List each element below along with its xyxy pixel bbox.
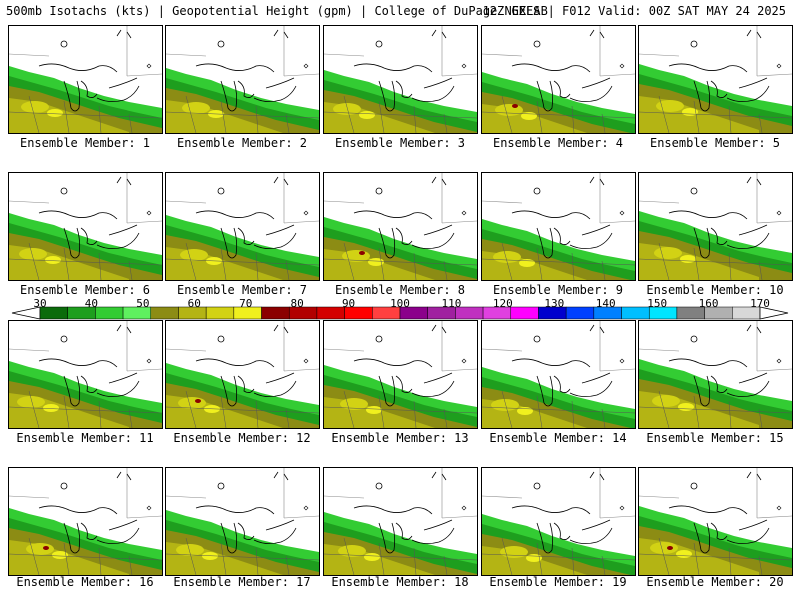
ensemble-map-panel <box>638 320 793 429</box>
ensemble-member-label: Ensemble Member: 7 <box>176 283 308 297</box>
ensemble-member-label: Ensemble Member: 18 <box>331 575 469 589</box>
colorbar-swatch <box>593 306 622 320</box>
ensemble-map-panel <box>481 25 636 134</box>
ensemble-member-label: Ensemble Member: 6 <box>19 283 151 297</box>
colorbar-swatch <box>565 306 595 320</box>
ensemble-member-label: Ensemble Member: 13 <box>331 431 469 445</box>
colorbar-swatch <box>704 306 733 320</box>
ensemble-map-panel <box>481 172 636 281</box>
ensemble-member-label: Ensemble Member: 3 <box>334 136 466 150</box>
colorbar <box>11 306 789 320</box>
colorbar-swatch <box>205 306 235 320</box>
ensemble-member-label: Ensemble Member: 11 <box>16 431 154 445</box>
ensemble-map-panel <box>165 25 320 134</box>
colorbar-swatch <box>372 306 401 320</box>
ensemble-map-panel <box>481 467 636 576</box>
ensemble-map-panel <box>323 467 478 576</box>
colorbar-swatch <box>538 306 567 320</box>
colorbar-swatch <box>676 306 705 320</box>
colorbar-swatch <box>288 306 318 320</box>
colorbar-swatch <box>178 306 207 320</box>
ensemble-member-label: Ensemble Member: 1 <box>19 136 151 150</box>
colorbar-swatch <box>732 306 761 320</box>
colorbar-swatch <box>648 306 678 320</box>
colorbar-swatch <box>316 306 345 320</box>
ensemble-member-label: Ensemble Member: 17 <box>173 575 311 589</box>
ensemble-member-label: Ensemble Member: 19 <box>489 575 627 589</box>
ensemble-member-label: Ensemble Member: 20 <box>646 575 784 589</box>
colorbar-min-arrow <box>11 306 41 320</box>
colorbar-swatch <box>39 306 68 320</box>
ensemble-map-panel <box>165 467 320 576</box>
ensemble-member-label: Ensemble Member: 4 <box>492 136 624 150</box>
model-run-info: 12Z GEFS | F012 Valid: 00Z SAT MAY 24 20… <box>482 4 786 18</box>
ensemble-member-label: Ensemble Member: 10 <box>646 283 784 297</box>
ensemble-map-panel <box>323 172 478 281</box>
ensemble-member-label: Ensemble Member: 2 <box>176 136 308 150</box>
ensemble-member-label: Ensemble Member: 12 <box>173 431 311 445</box>
colorbar-swatch <box>510 306 539 320</box>
colorbar-swatch <box>344 306 373 320</box>
colorbar-swatch <box>95 306 124 320</box>
ensemble-member-label: Ensemble Member: 8 <box>334 283 466 297</box>
colorbar-swatch <box>150 306 179 320</box>
colorbar-swatch <box>261 306 290 320</box>
colorbar-swatch <box>482 306 512 320</box>
colorbar-swatch <box>67 306 96 320</box>
ensemble-member-label: Ensemble Member: 16 <box>16 575 154 589</box>
colorbar-max-arrow <box>759 306 789 320</box>
ensemble-map-panel <box>638 172 793 281</box>
ensemble-map-panel <box>481 320 636 429</box>
ensemble-map-panel <box>638 467 793 576</box>
ensemble-map-panel <box>165 320 320 429</box>
ensemble-member-label: Ensemble Member: 15 <box>646 431 784 445</box>
colorbar-swatch <box>233 306 262 320</box>
colorbar-swatch <box>427 306 456 320</box>
ensemble-map-panel <box>165 172 320 281</box>
ensemble-map-panel <box>8 172 163 281</box>
ensemble-member-label: Ensemble Member: 9 <box>492 283 624 297</box>
ensemble-member-label: Ensemble Member: 5 <box>649 136 781 150</box>
colorbar-swatch <box>399 306 428 320</box>
colorbar-swatch <box>621 306 650 320</box>
ensemble-map-panel <box>638 25 793 134</box>
ensemble-map-panel <box>8 467 163 576</box>
ensemble-member-label: Ensemble Member: 14 <box>489 431 627 445</box>
colorbar-swatch <box>455 306 484 320</box>
ensemble-map-panel <box>323 320 478 429</box>
ensemble-map-panel <box>8 320 163 429</box>
ensemble-map-panel <box>8 25 163 134</box>
ensemble-map-panel <box>323 25 478 134</box>
map-title: 500mb Isotachs (kts) | Geopotential Heig… <box>6 4 548 18</box>
colorbar-swatch <box>122 306 152 320</box>
